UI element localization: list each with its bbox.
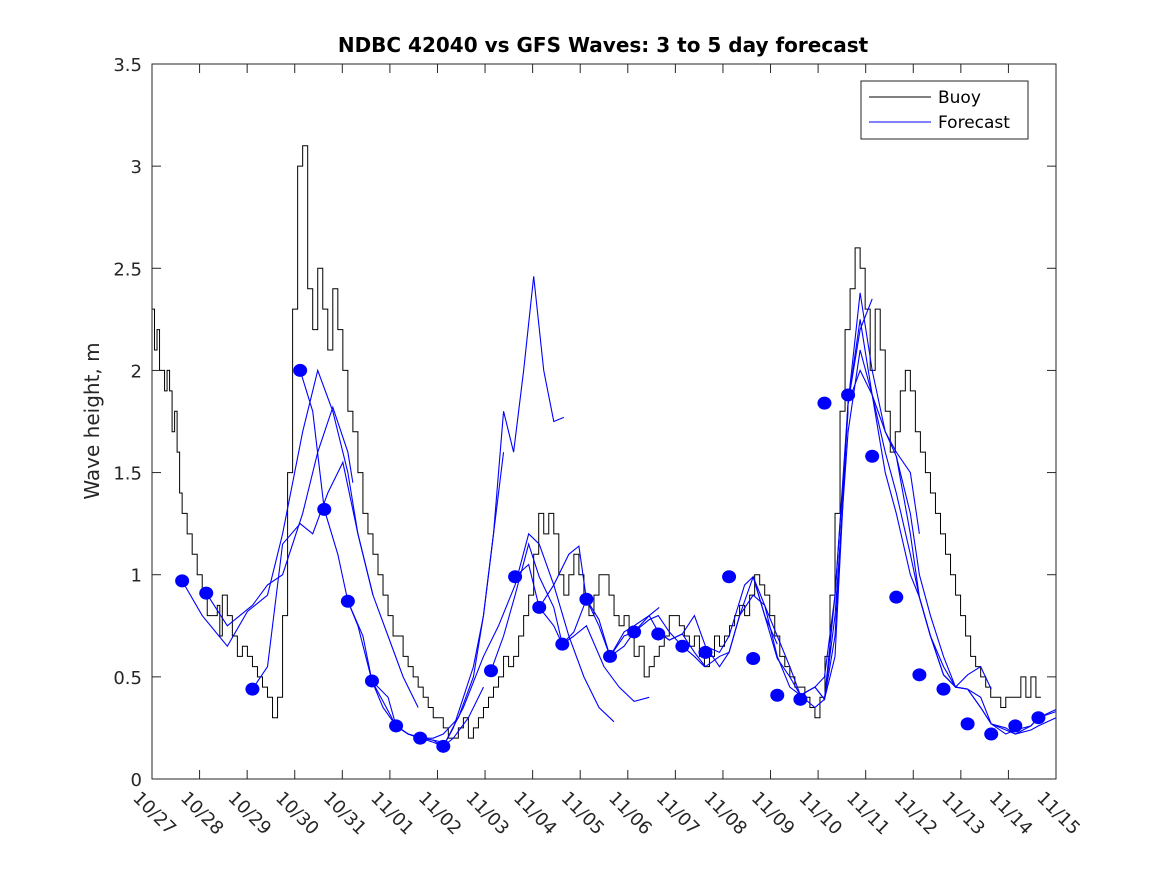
forecast-marker (746, 651, 761, 665)
buoy-line (152, 145, 1041, 739)
forecast-marker (984, 727, 999, 741)
forecast-run-line (205, 405, 354, 627)
forecast-run-line (609, 575, 778, 657)
x-tick-label: 11/03 (462, 788, 514, 840)
x-tick-label: 11/08 (699, 788, 751, 840)
forecast-marker (508, 570, 523, 584)
forecast-run-line (895, 456, 1056, 735)
forecast-run-line (395, 276, 535, 739)
y-tick-label: 1 (131, 566, 142, 587)
forecast-marker (817, 396, 832, 410)
legend-label-buoy: Buoy (938, 88, 981, 108)
x-tick-label: 11/01 (366, 788, 418, 840)
y-tick-label: 1.5 (113, 464, 142, 485)
x-tick-label: 10/31 (319, 788, 371, 840)
y-tick-label: 2 (131, 361, 142, 382)
forecast-marker (579, 592, 594, 606)
forecast-marker (889, 590, 904, 604)
forecast-run-line (490, 542, 650, 702)
x-tick-label: 10/28 (176, 788, 228, 840)
x-tick-label: 11/09 (747, 788, 799, 840)
forecast-marker (627, 625, 642, 639)
forecast-run-line (704, 298, 873, 701)
x-tick-label: 11/07 (652, 788, 704, 840)
x-tick-label: 11/11 (842, 788, 894, 840)
legend: Buoy Forecast (860, 80, 1029, 140)
plot-area (152, 145, 1056, 753)
y-tick-label: 3 (131, 157, 142, 178)
forecast-marker (865, 449, 880, 463)
forecast-marker (912, 668, 927, 682)
forecast-run-line (371, 452, 505, 748)
forecast-marker (722, 570, 737, 584)
forecast-marker (175, 574, 190, 588)
forecast-marker (484, 664, 498, 678)
forecast-marker (364, 674, 379, 688)
x-tick-label: 11/15 (1032, 788, 1084, 840)
forecast-marker (340, 594, 355, 608)
x-tick-label: 11/14 (985, 788, 1037, 840)
forecast-run-line (442, 532, 615, 747)
forecast-marker (936, 682, 951, 696)
chart-title: NDBC 42040 vs GFS Waves: 3 to 5 day fore… (338, 33, 869, 57)
forecast-run-line (847, 369, 1056, 735)
ticks: 10/2710/2810/2910/3010/3111/0111/0211/03… (113, 55, 1084, 839)
forecast-marker (413, 731, 428, 745)
forecast-marker (675, 639, 690, 653)
y-tick-label: 3.5 (113, 55, 142, 76)
forecast-run-line (181, 368, 374, 648)
legend-box (860, 80, 1029, 140)
forecast-marker (1008, 719, 1023, 733)
x-tick-label: 10/30 (271, 788, 323, 840)
forecast-marker (793, 692, 808, 706)
forecast-marker (532, 600, 547, 614)
forecast-marker (317, 502, 332, 516)
x-tick-label: 11/02 (414, 788, 466, 840)
forecast-run-line (251, 460, 419, 708)
x-tick-label: 11/12 (890, 788, 942, 840)
forecast-marker (245, 682, 260, 696)
forecast-marker (603, 649, 618, 663)
x-tick-label: 11/13 (937, 788, 989, 840)
forecast-marker (770, 688, 785, 702)
x-tick-label: 11/05 (557, 788, 609, 840)
axes (151, 63, 1057, 780)
x-tick-label: 11/06 (604, 788, 656, 840)
plot-frame (151, 63, 1057, 780)
forecast-marker (436, 739, 451, 753)
forecast-marker (841, 388, 856, 402)
x-tick-label: 11/04 (509, 788, 561, 840)
forecast-marker (1031, 711, 1046, 725)
forecast-marker (293, 363, 308, 377)
y-tick-label: 0 (131, 770, 142, 791)
x-tick-label: 10/27 (128, 788, 180, 840)
y-tick-label: 0.5 (113, 668, 142, 689)
forecast-marker (651, 627, 666, 641)
x-tick-label: 10/29 (224, 788, 276, 840)
forecast-marker (199, 586, 214, 600)
forecast-marker (389, 719, 404, 733)
x-tick-label: 11/10 (795, 788, 847, 840)
forecast-marker (555, 637, 570, 651)
y-axis-label: Wave height, m (80, 342, 104, 499)
y-tick-label: 2.5 (113, 259, 142, 280)
legend-label-forecast: Forecast (938, 113, 1010, 133)
forecast-run-line (533, 276, 565, 423)
forecast-run-line (347, 601, 484, 747)
forecast-marker (698, 645, 713, 659)
forecast-marker (960, 717, 975, 731)
forecast-run-line (752, 319, 920, 709)
